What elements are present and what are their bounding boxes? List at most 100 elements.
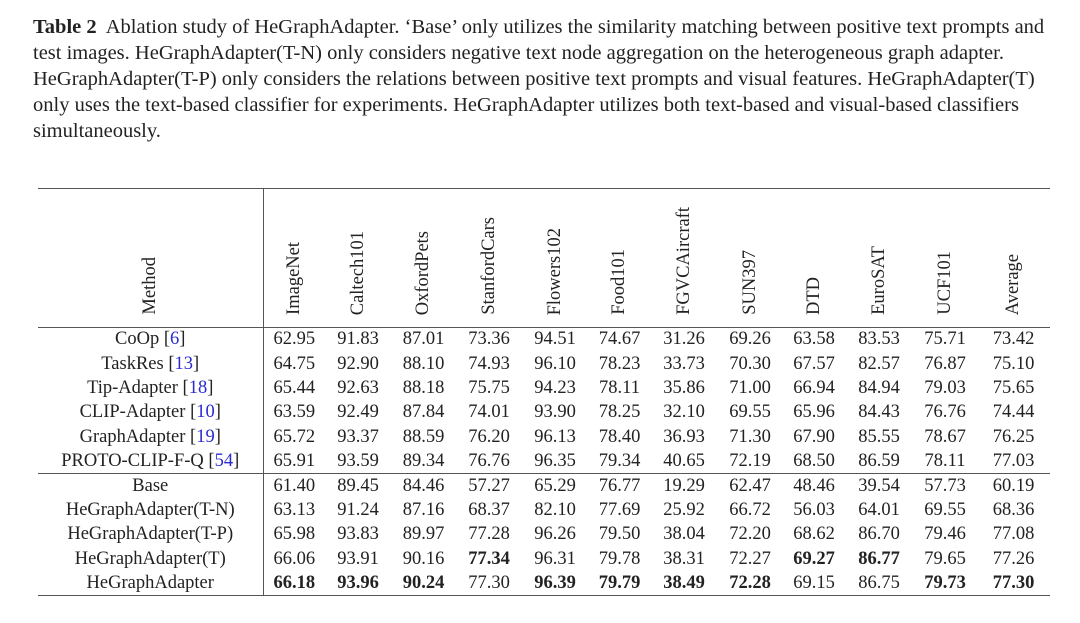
method-cell: HeGraphAdapter(T-P) (38, 522, 264, 548)
citation-link[interactable]: 54 (214, 450, 234, 471)
value-cell: 36.93 (663, 426, 705, 447)
value-cell: 88.59 (402, 426, 445, 447)
method-cell: Tip-Adapter [18] (38, 376, 264, 401)
value-cell: 48.46 (793, 475, 835, 496)
value-cell: 93.96 (337, 572, 379, 593)
ablation-table: Method ImageNet Caltech101 OxfordPets Stanf… (38, 188, 1050, 596)
value-cell: 65.98 (273, 524, 316, 545)
value-cell: 66.72 (729, 499, 771, 520)
value-cell: 79.46 (924, 524, 966, 545)
column-header-eurosat: EuroSAT (868, 246, 889, 315)
column-header-fgvcaircraft: FGVCAircraft (673, 207, 694, 315)
value-cell: 69.55 (729, 402, 771, 423)
value-cell: 67.57 (793, 353, 835, 374)
citation-link[interactable]: 13 (174, 353, 194, 374)
method-name: TaskRes (101, 353, 164, 374)
citation-link[interactable]: 6 (170, 329, 180, 350)
value-cell: 68.50 (793, 450, 835, 471)
value-cell: 72.19 (729, 450, 771, 471)
table-row: HeGraphAdapter(T-P) 65.98 93.83 89.97 77.28 9… (38, 522, 1050, 548)
value-cell: 77.03 (992, 450, 1035, 471)
value-cell: 88.18 (402, 377, 445, 398)
value-cell: 77.30 (468, 572, 510, 593)
value-cell: 72.27 (729, 548, 771, 569)
method-cell: CLIP-Adapter [10] (38, 400, 264, 426)
value-cell: 66.18 (273, 572, 316, 593)
value-cell: 92.49 (337, 402, 379, 423)
column-header-food101: Food101 (609, 249, 629, 315)
citation-link[interactable]: 19 (196, 426, 215, 447)
table-row: CLIP-Adapter [10] 63.59 92.49 87.84 74.01 93.… (38, 400, 1050, 426)
caption-label: Table 2 (33, 16, 97, 38)
value-cell: 31.26 (663, 329, 705, 350)
method-name: HeGraphAdapter(T) (74, 548, 226, 569)
column-header-method: Method (38, 188, 264, 328)
value-cell: 93.83 (337, 524, 379, 545)
value-cell: 35.86 (663, 377, 705, 398)
value-cell: 60.19 (992, 475, 1035, 496)
column-header-ucf101: UCF101 (934, 251, 955, 315)
value-cell: 86.77 (858, 548, 900, 569)
value-cell: 61.40 (273, 475, 316, 496)
value-cell: 74.01 (468, 402, 510, 423)
column-header-average: Average (1003, 253, 1023, 315)
value-cell: 77.34 (468, 548, 510, 569)
value-cell: 88.10 (402, 353, 445, 374)
column-header-imagenet: ImageNet (283, 242, 304, 315)
method-name: HeGraphAdapter(T-N) (65, 499, 235, 520)
column-header-stanfordcars: StanfordCars (478, 217, 499, 315)
value-cell: 76.87 (924, 353, 966, 374)
ablation-group: Base 61.40 89.45 84.46 57.27 65.29 76.77 19.29 6… (38, 473, 1050, 596)
value-cell: 62.95 (273, 329, 316, 350)
value-cell: 33.73 (663, 353, 705, 374)
value-cell: 87.01 (402, 329, 445, 350)
value-cell: 86.75 (858, 572, 900, 593)
value-cell: 74.67 (598, 329, 641, 350)
method-name: PROTO-CLIP-F-Q (61, 450, 204, 471)
value-cell: 90.24 (402, 572, 445, 593)
method-cell: Base (38, 473, 264, 499)
table-row: GraphAdapter [19] 65.72 93.37 88.59 76.20 96.… (38, 425, 1050, 450)
value-cell: 96.10 (534, 353, 576, 374)
citation-link[interactable]: 18 (188, 377, 208, 398)
value-cell: 72.20 (729, 524, 771, 545)
value-cell: 62.47 (729, 475, 771, 496)
value-cell: 84.46 (402, 475, 445, 496)
value-cell: 76.77 (598, 475, 641, 496)
value-cell: 75.75 (468, 377, 510, 398)
value-cell: 65.72 (273, 426, 316, 447)
value-cell: 19.29 (663, 475, 705, 496)
value-cell: 38.31 (663, 548, 705, 569)
caption-text: Ablation study of HeGraphAdapter. ‘Base’… (33, 16, 1045, 142)
value-cell: 74.44 (992, 402, 1035, 423)
value-cell: 86.59 (858, 450, 900, 471)
value-cell: 63.13 (273, 499, 316, 520)
column-header-caltech101: Caltech101 (347, 230, 368, 315)
table-row: Tip-Adapter [18] 65.44 92.63 88.18 75.75 94.2… (38, 376, 1050, 401)
value-cell: 90.16 (402, 548, 445, 569)
value-cell: 79.79 (598, 572, 641, 593)
value-cell: 68.37 (468, 499, 510, 520)
value-cell: 87.84 (402, 402, 445, 423)
value-cell: 69.15 (793, 572, 835, 593)
value-cell: 77.28 (468, 524, 510, 545)
citation-link[interactable]: 10 (196, 402, 215, 423)
value-cell: 77.69 (598, 499, 641, 520)
value-cell: 96.13 (534, 426, 576, 447)
value-cell: 79.50 (598, 524, 641, 545)
value-cell: 92.63 (337, 377, 379, 398)
value-cell: 94.23 (534, 377, 576, 398)
value-cell: 75.10 (992, 353, 1035, 374)
value-cell: 38.04 (663, 524, 705, 545)
value-cell: 96.35 (534, 450, 576, 471)
value-cell: 91.24 (337, 499, 379, 520)
value-cell: 63.58 (793, 329, 835, 350)
value-cell: 63.59 (273, 402, 316, 423)
value-cell: 66.94 (793, 377, 835, 398)
value-cell: 69.26 (729, 329, 771, 350)
value-cell: 89.34 (402, 450, 445, 471)
column-header-flowers102: Flowers102 (544, 227, 565, 315)
method-name: CLIP-Adapter (79, 402, 186, 423)
value-cell: 83.53 (858, 329, 900, 350)
value-cell: 78.11 (924, 450, 966, 471)
